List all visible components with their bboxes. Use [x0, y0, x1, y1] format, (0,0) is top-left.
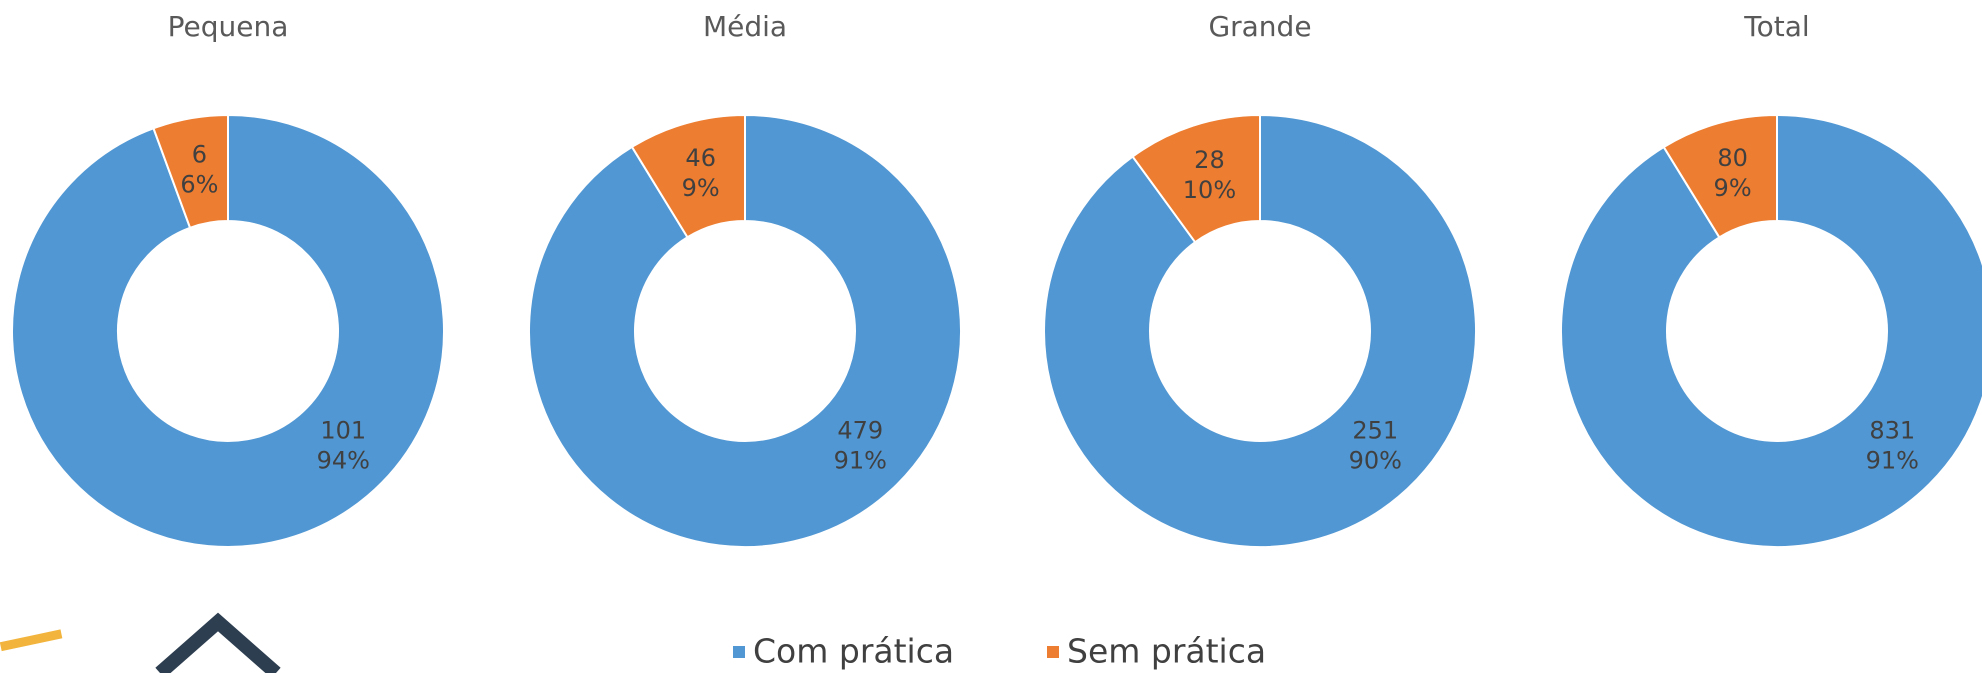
data-label: 28 — [1194, 146, 1225, 174]
data-label: 80 — [1717, 144, 1748, 172]
percent-label: 91% — [834, 446, 887, 474]
percent-label: 9% — [682, 174, 720, 202]
percent-label: 91% — [1866, 446, 1919, 474]
page: Pequena10194%66%Média47991%469%Grande251… — [0, 0, 1982, 673]
chart-title: Pequena — [168, 10, 289, 43]
percent-label: 6% — [180, 171, 218, 199]
legend-swatch — [733, 646, 745, 658]
data-label: 831 — [1869, 416, 1915, 444]
data-label: 479 — [837, 416, 883, 444]
legend-label: Com prática — [753, 632, 954, 671]
chart-title: Média — [703, 10, 787, 43]
data-label: 101 — [320, 416, 366, 444]
data-label: 251 — [1352, 416, 1398, 444]
legend-label: Sem prática — [1067, 632, 1266, 671]
chart-title: Total — [1743, 10, 1809, 43]
chart: Pequena10194%66%Média47991%469%Grande251… — [0, 0, 1982, 673]
percent-label: 9% — [1714, 174, 1752, 202]
percent-label: 90% — [1349, 446, 1402, 474]
percent-label: 10% — [1183, 176, 1236, 204]
data-label: 46 — [685, 144, 716, 172]
decor-pencil — [0, 629, 62, 651]
percent-label: 94% — [317, 446, 370, 474]
decor-house — [160, 622, 276, 673]
data-label: 6 — [192, 141, 207, 169]
legend-swatch — [1047, 646, 1059, 658]
chart-title: Grande — [1208, 10, 1311, 43]
